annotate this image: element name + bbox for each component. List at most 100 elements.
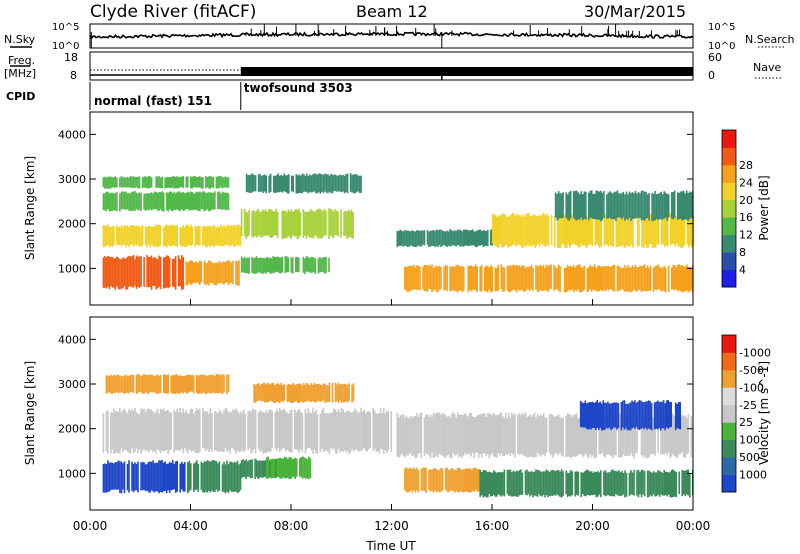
echo-column [267, 209, 270, 236]
echo-column [477, 229, 480, 246]
y-tick-label: 2000 [58, 423, 86, 436]
echo-column [464, 469, 466, 492]
echo-column [363, 409, 365, 449]
echo-column [413, 467, 415, 491]
echo-column [149, 256, 151, 288]
echo-column [462, 414, 465, 456]
echo-column [254, 257, 256, 274]
echo-column [479, 229, 481, 246]
echo-column [290, 209, 293, 239]
echo-column [496, 472, 498, 497]
echo-column [689, 266, 691, 292]
echo-column [585, 214, 588, 248]
echo-column [690, 416, 693, 457]
echo-column [122, 410, 124, 453]
echo-column [686, 264, 688, 291]
echo-column [325, 385, 328, 402]
echo-column [637, 267, 640, 290]
echo-column [661, 416, 664, 455]
echo-column [164, 411, 166, 451]
echo-column [643, 264, 646, 291]
echo-column [128, 192, 130, 211]
colorbar-segment [722, 147, 736, 166]
echo-column [272, 175, 275, 193]
echo-column [468, 265, 471, 290]
echo-column [111, 412, 114, 450]
echo-column [634, 191, 637, 219]
echo-column [618, 265, 620, 291]
echo-column [550, 470, 552, 496]
echo-column [687, 469, 690, 496]
echo-column [444, 414, 447, 458]
echo-column [585, 414, 587, 454]
echo-column [435, 265, 438, 292]
colorbar-segment [722, 474, 736, 493]
echo-column [592, 417, 595, 456]
echo-column [224, 226, 227, 245]
echo-column [659, 402, 662, 431]
echo-column [226, 460, 228, 493]
echo-column [156, 374, 159, 394]
echo-column [147, 374, 150, 395]
echo-column [245, 211, 247, 239]
echo-column [325, 211, 327, 236]
freq-label: Freq. [8, 54, 35, 67]
echo-column [179, 259, 181, 286]
echo-column [120, 259, 123, 289]
echo-column [277, 411, 279, 448]
echo-column [170, 177, 172, 188]
echo-column [194, 193, 197, 210]
echo-column [459, 266, 462, 291]
echo-column [515, 265, 518, 293]
echo-column [581, 415, 584, 457]
echo-column [357, 175, 359, 192]
echo-column [505, 413, 507, 455]
echo-column [146, 177, 148, 189]
echo-column [508, 265, 510, 293]
echo-column [360, 408, 362, 452]
echo-column [414, 416, 417, 459]
echo-column [434, 266, 436, 290]
echo-column [122, 257, 124, 289]
echo-column [203, 411, 206, 449]
echo-column [128, 409, 130, 454]
echo-column [158, 460, 160, 494]
echo-column [134, 462, 136, 491]
echo-column [214, 460, 216, 492]
echo-column [116, 462, 118, 490]
echo-column [580, 267, 582, 293]
echo-column [611, 402, 614, 429]
echo-column [502, 416, 504, 456]
echo-column [441, 468, 444, 491]
echo-column [122, 463, 124, 490]
echo-column [517, 414, 519, 454]
echo-column [621, 471, 623, 496]
echo-column [327, 385, 329, 403]
echo-column [137, 193, 139, 211]
echo-column [584, 400, 587, 428]
echo-column [679, 416, 682, 454]
echo-column [383, 408, 385, 454]
echo-column [187, 374, 189, 394]
echo-column [149, 176, 151, 189]
echo-column [484, 230, 486, 247]
echo-column [123, 258, 126, 287]
echo-column [527, 471, 530, 494]
echo-band-4 [240, 208, 354, 240]
echo-column [603, 414, 605, 457]
echo-column [405, 415, 408, 456]
echo-column [449, 266, 451, 292]
echo-column [287, 257, 290, 273]
echo-column [182, 257, 185, 290]
plot-title: Clyde River (fitACF) [90, 2, 256, 22]
echo-column [612, 217, 615, 247]
echo-column [661, 401, 663, 429]
echo-column [313, 257, 315, 273]
echo-column [303, 383, 305, 403]
echo-column [509, 469, 512, 496]
echo-column [599, 214, 601, 249]
echo-column [582, 217, 584, 246]
velocity-y-axis-label: Slant Range [km] [23, 361, 37, 465]
echo-column [419, 230, 421, 247]
